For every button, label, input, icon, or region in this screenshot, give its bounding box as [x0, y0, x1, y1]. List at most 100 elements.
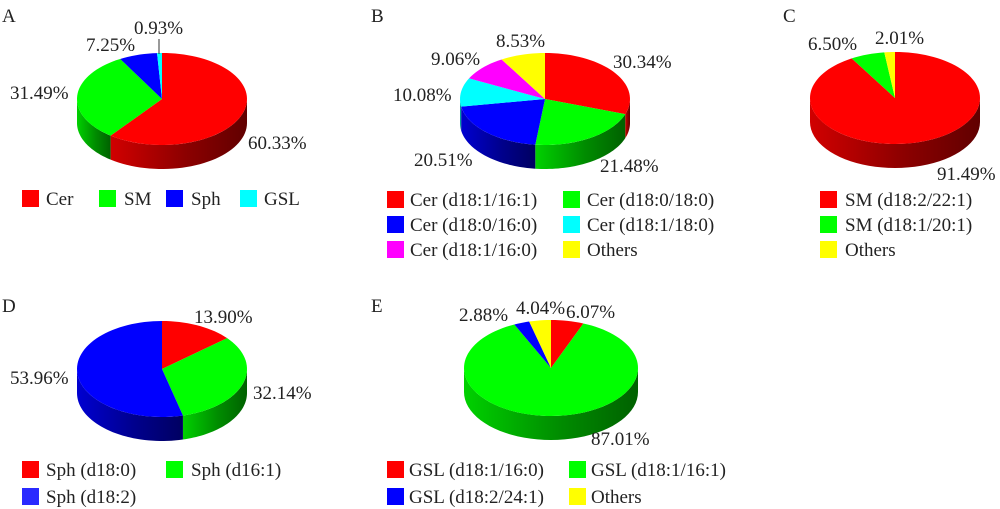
legend-swatch-b-0: [387, 191, 404, 208]
panel-letter-d: D: [2, 296, 16, 317]
legend-label-c-1: SM (d18:1/20:1): [845, 215, 972, 236]
pie-slice-gsl-d18-1-16-0: [551, 320, 584, 368]
pie-side-sph-d16-1: [182, 369, 247, 440]
legend-a: Cer SM Sph GSL: [22, 189, 300, 210]
legend-label-a-sph: Sph: [191, 189, 221, 210]
data-label-b-2: 20.51%: [414, 150, 473, 171]
data-label-c-0: 91.49%: [937, 164, 996, 185]
legend-swatch-c-2: [820, 241, 837, 258]
legend-swatch-e-3: [569, 488, 586, 505]
data-label-a-sph: 7.25%: [86, 35, 135, 56]
pie-panel-d: D 13.90% 32.14% 53.96% Sph (d18:0) Sph (…: [2, 296, 312, 508]
pie-slice-sph-d16-1: [162, 338, 247, 416]
legend-swatch-d-0: [22, 461, 39, 478]
legend-label-b-3: Cer (d18:1/18:0): [587, 215, 714, 236]
legend-label-d-0: Sph (d18:0): [46, 460, 136, 481]
data-label-b-1: 21.48%: [600, 156, 659, 177]
legend-label-e-3: Others: [591, 487, 642, 508]
data-label-b-5: 8.53%: [496, 31, 545, 52]
pie-b: [460, 53, 630, 169]
legend-swatch-b-3: [563, 216, 580, 233]
data-label-a-sm: 31.49%: [10, 83, 69, 104]
pie-side-cer-d18-1-16-1: [625, 99, 630, 139]
pie-slice-others: [501, 53, 545, 99]
legend-swatch-d-2: [22, 488, 39, 505]
pie-slice-cer-d18-1-16-0: [469, 59, 545, 99]
pie-slice-gsl-d18-1-16-1: [464, 323, 638, 416]
panel-letter-b: B: [371, 6, 384, 27]
data-label-b-0: 30.34%: [613, 52, 672, 73]
data-label-d-2: 53.96%: [10, 368, 69, 389]
data-label-a-gsl: 0.93%: [134, 18, 183, 39]
legend-label-d-2: Sph (d18:2): [46, 487, 136, 508]
data-label-e-0: 6.07%: [566, 302, 615, 323]
pie-side-gsl-d18-1-16-1: [464, 368, 638, 440]
legend-swatch-a-gsl: [240, 190, 257, 207]
panel-letter-a: A: [2, 6, 16, 27]
data-label-a-cer: 60.33%: [248, 133, 307, 154]
pie-slice-others: [884, 52, 895, 98]
data-label-b-3: 10.08%: [393, 85, 452, 106]
legend-c: SM (d18:2/22:1) SM (d18:1/20:1) Others: [820, 190, 972, 261]
pie-side-cer: [110, 99, 248, 169]
pie-panel-b: B 30.34% 21.48% 20.51% 10.08% 9.06% 8.53…: [371, 6, 714, 261]
legend-swatch-a-sph: [166, 190, 183, 207]
pie-panel-a: A 60.33% 31.49% 7.25% 0.93% Cer SM Sph G…: [2, 6, 307, 210]
legend-swatch-a-sm: [99, 190, 116, 207]
pie-side-sph-d18-2: [77, 369, 183, 441]
pie-a: [77, 53, 248, 169]
legend-label-a-gsl: GSL: [264, 189, 300, 210]
pie-panel-c: C 91.49% 6.50% 2.01% SM (d18:2/22:1) SM …: [783, 6, 996, 261]
pie-slice-gsl-d18-2-24-1: [514, 321, 551, 368]
pie-slice-cer-d18-0-18-0: [535, 99, 626, 145]
data-label-c-2: 2.01%: [875, 28, 924, 49]
pie-slice-cer: [110, 53, 247, 145]
legend-swatch-b-1: [563, 191, 580, 208]
legend-label-b-0: Cer (d18:1/16:1): [410, 190, 537, 211]
data-label-e-3: 4.04%: [516, 298, 565, 319]
legend-label-a-cer: Cer: [46, 189, 74, 210]
pie-slice-sph-d18-2: [77, 321, 183, 417]
legend-swatch-b-5: [563, 241, 580, 258]
data-label-d-1: 32.14%: [253, 383, 312, 404]
legend-swatch-e-0: [387, 461, 404, 478]
pie-c: [810, 52, 980, 168]
legend-label-b-5: Others: [587, 240, 638, 261]
legend-swatch-b-4: [387, 241, 404, 258]
pie-slice-cer-d18-1-16-1: [545, 53, 630, 115]
legend-swatch-e-1: [569, 461, 586, 478]
data-label-d-0: 13.90%: [194, 307, 253, 328]
pie-slice-sph: [120, 53, 162, 99]
legend-label-c-0: SM (d18:2/22:1): [845, 190, 972, 211]
pie-slice-sm: [77, 58, 162, 136]
pie-slice-gsl: [157, 53, 162, 99]
data-label-e-2: 2.88%: [459, 305, 508, 326]
legend-label-b-1: Cer (d18:0/18:0): [587, 190, 714, 211]
pie-side-cer-d18-0-16-0: [461, 106, 536, 169]
pie-side-cer-d18-0-18-0: [535, 114, 626, 169]
legend-label-d-1: Sph (d16:1): [191, 460, 281, 481]
legend-label-b-2: Cer (d18:0/16:0): [410, 215, 537, 236]
panel-letter-e: E: [371, 296, 383, 317]
pie-slice-sph-d18-0: [162, 321, 228, 369]
data-label-e-1: 87.01%: [591, 429, 650, 450]
legend-label-e-0: GSL (d18:1/16:0): [409, 460, 544, 481]
legend-label-e-2: GSL (d18:2/24:1): [409, 487, 544, 508]
legend-swatch-a-cer: [22, 190, 39, 207]
data-label-c-1: 6.50%: [808, 34, 857, 55]
panel-letter-c: C: [783, 6, 796, 27]
pie-slice-cer-d18-0-16-0: [461, 99, 545, 145]
pie-slice-cer-d18-1-18-0: [460, 78, 545, 107]
legend-swatch-e-2: [387, 488, 404, 505]
pie-d: [77, 321, 247, 441]
pie-e: [464, 320, 638, 440]
pie-slice-sm-d18-1-20-1: [851, 52, 895, 98]
pie-slice-others: [529, 320, 551, 368]
legend-label-b-4: Cer (d18:1/16:0): [410, 240, 537, 261]
pie-side-sm-d18-2-22-1: [810, 98, 980, 168]
legend-label-e-1: GSL (d18:1/16:1): [591, 460, 726, 481]
legend-swatch-d-1: [166, 461, 183, 478]
legend-e: GSL (d18:1/16:0) GSL (d18:1/16:1) GSL (d…: [387, 460, 726, 508]
legend-label-c-2: Others: [845, 240, 896, 261]
